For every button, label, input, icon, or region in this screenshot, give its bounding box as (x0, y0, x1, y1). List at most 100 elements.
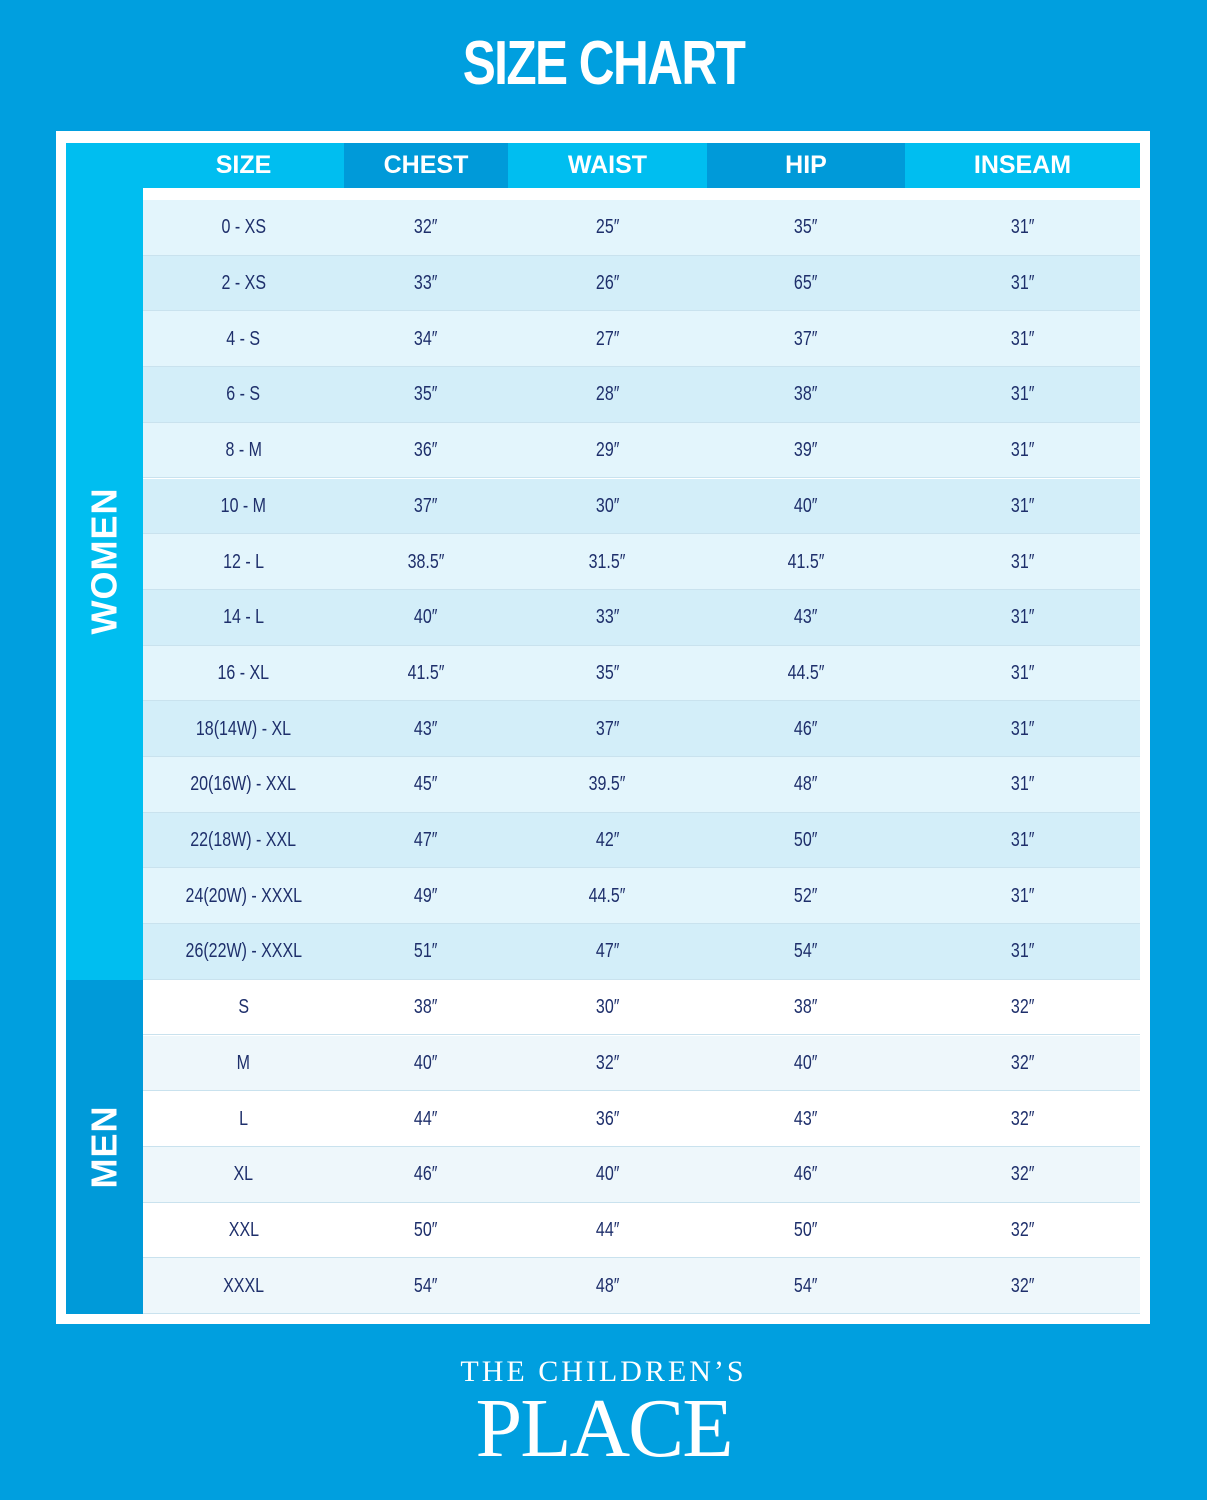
table-cell: 32″ (905, 980, 1140, 1036)
table-cell: 31″ (905, 534, 1140, 590)
table-cell: XL (143, 1147, 344, 1203)
table-cell: 36″ (508, 1091, 707, 1147)
table-cell: 46″ (707, 1147, 905, 1203)
table-cell-text: 40″ (414, 606, 438, 629)
table-cell-text: 26(22W) - XXXL (185, 940, 302, 963)
table-cell: 37″ (707, 311, 905, 367)
table-cell-text: S (238, 996, 249, 1019)
table-cell: 26″ (508, 256, 707, 312)
table-cell: 30″ (508, 479, 707, 535)
table-cell: 31″ (905, 200, 1140, 256)
table-cell: 31″ (905, 256, 1140, 312)
table-cell-text: 41.5″ (407, 661, 445, 684)
table-cell: 32″ (508, 1036, 707, 1092)
table-cell-text: 46″ (414, 1163, 438, 1186)
table-cell: 16 - XL (143, 646, 344, 702)
table-cell-text: 6 - S (226, 383, 261, 406)
title: SIZE CHART (462, 29, 746, 98)
table-cell-text: 49″ (414, 884, 438, 907)
table-cell: 31″ (905, 924, 1140, 980)
table-row (143, 979, 1140, 1036)
column-header: SIZE (143, 143, 344, 188)
table-cell: 4 - S (143, 311, 344, 367)
table-cell-text: 31″ (1010, 550, 1035, 573)
table-cell: 31″ (905, 813, 1140, 869)
table-cell: 54″ (707, 1258, 905, 1314)
table-cell: 22(18W) - XXL (143, 813, 344, 869)
table-cell-text: 37″ (414, 494, 438, 517)
column-header: CHEST (344, 143, 508, 188)
table-cell: 44.5″ (508, 868, 707, 924)
table-cell-text: 65″ (794, 272, 818, 295)
table-cell-text: 44.5″ (589, 884, 626, 907)
table-cell: 30″ (508, 980, 707, 1036)
table-cell: XXL (143, 1203, 344, 1259)
table-cell-text: 50″ (414, 1218, 438, 1241)
table-cell: 65″ (707, 256, 905, 312)
table-cell-text: 27″ (595, 327, 620, 350)
table-cell-text: 31″ (1010, 940, 1035, 963)
group-label-text: MEN (83, 1105, 125, 1189)
table-cell-text: 4 - S (226, 327, 261, 350)
table-cell: 32″ (905, 1147, 1140, 1203)
table-cell-text: 46″ (794, 717, 818, 740)
table-cell-text: 35″ (595, 661, 620, 684)
table-cell-text: 31″ (1010, 216, 1035, 239)
table-cell: 50″ (344, 1203, 508, 1259)
table-cell: 32″ (905, 1091, 1140, 1147)
table-cell-text: 42″ (595, 829, 620, 852)
table-cell-text: 33″ (595, 606, 620, 629)
table-cell-text: 54″ (414, 1274, 438, 1297)
table-cell-text: 32″ (1010, 996, 1035, 1019)
table-cell: 28″ (508, 367, 707, 423)
table-cell: 48″ (508, 1258, 707, 1314)
table-cell: 48″ (707, 757, 905, 813)
table-cell: 43″ (707, 1091, 905, 1147)
table-row (143, 200, 1140, 256)
table-cell: 35″ (508, 646, 707, 702)
table-cell: 35″ (707, 200, 905, 256)
table-cell: 40″ (344, 1036, 508, 1092)
table-cell: 27″ (508, 311, 707, 367)
table-cell: 52″ (707, 868, 905, 924)
table-cell-text: 31″ (1010, 829, 1035, 852)
table-cell: 10 - M (143, 479, 344, 535)
table-cell: 31″ (905, 423, 1140, 479)
table-row (143, 478, 1140, 535)
table-cell: 46″ (344, 1147, 508, 1203)
table-row (143, 311, 1140, 368)
table-cell-text: 12 - L (223, 550, 264, 573)
table-cell-text: 50″ (794, 1218, 818, 1241)
table-cell: 6 - S (143, 367, 344, 423)
table-cell-text: 43″ (414, 717, 438, 740)
table-cell-text: 41.5″ (787, 550, 825, 573)
table-cell-text: 31″ (1010, 439, 1035, 462)
table-cell: 31″ (905, 590, 1140, 646)
table-cell: 18(14W) - XL (143, 701, 344, 757)
logo-name: PLACE (475, 1382, 733, 1475)
table-row (143, 1202, 1140, 1259)
table-cell-text: 45″ (414, 773, 438, 796)
table-cell: 44″ (344, 1091, 508, 1147)
table-cell-text: 31″ (1010, 494, 1035, 517)
table-cell: 46″ (707, 701, 905, 757)
table-cell-text: 8 - M (225, 439, 262, 462)
table-row (143, 1091, 1140, 1147)
table-cell: 32″ (344, 200, 508, 256)
table-cell-text: 39″ (794, 439, 818, 462)
table-cell-text: 40″ (794, 1051, 818, 1074)
table-cell-text: 31″ (1010, 606, 1035, 629)
table-cell-text: 16 - XL (217, 661, 270, 684)
table-row (143, 534, 1140, 590)
table-cell-text: 32″ (595, 1051, 620, 1074)
table-row (143, 701, 1140, 757)
table-cell: 38″ (707, 367, 905, 423)
table-cell: 54″ (707, 924, 905, 980)
table-cell-text: 26″ (595, 272, 620, 295)
table-cell-text: 52″ (794, 884, 818, 907)
table-cell: 49″ (344, 868, 508, 924)
table-cell: 29″ (508, 423, 707, 479)
table-cell: 50″ (707, 813, 905, 869)
table-cell: 25″ (508, 200, 707, 256)
column-header: HIP (707, 143, 905, 188)
